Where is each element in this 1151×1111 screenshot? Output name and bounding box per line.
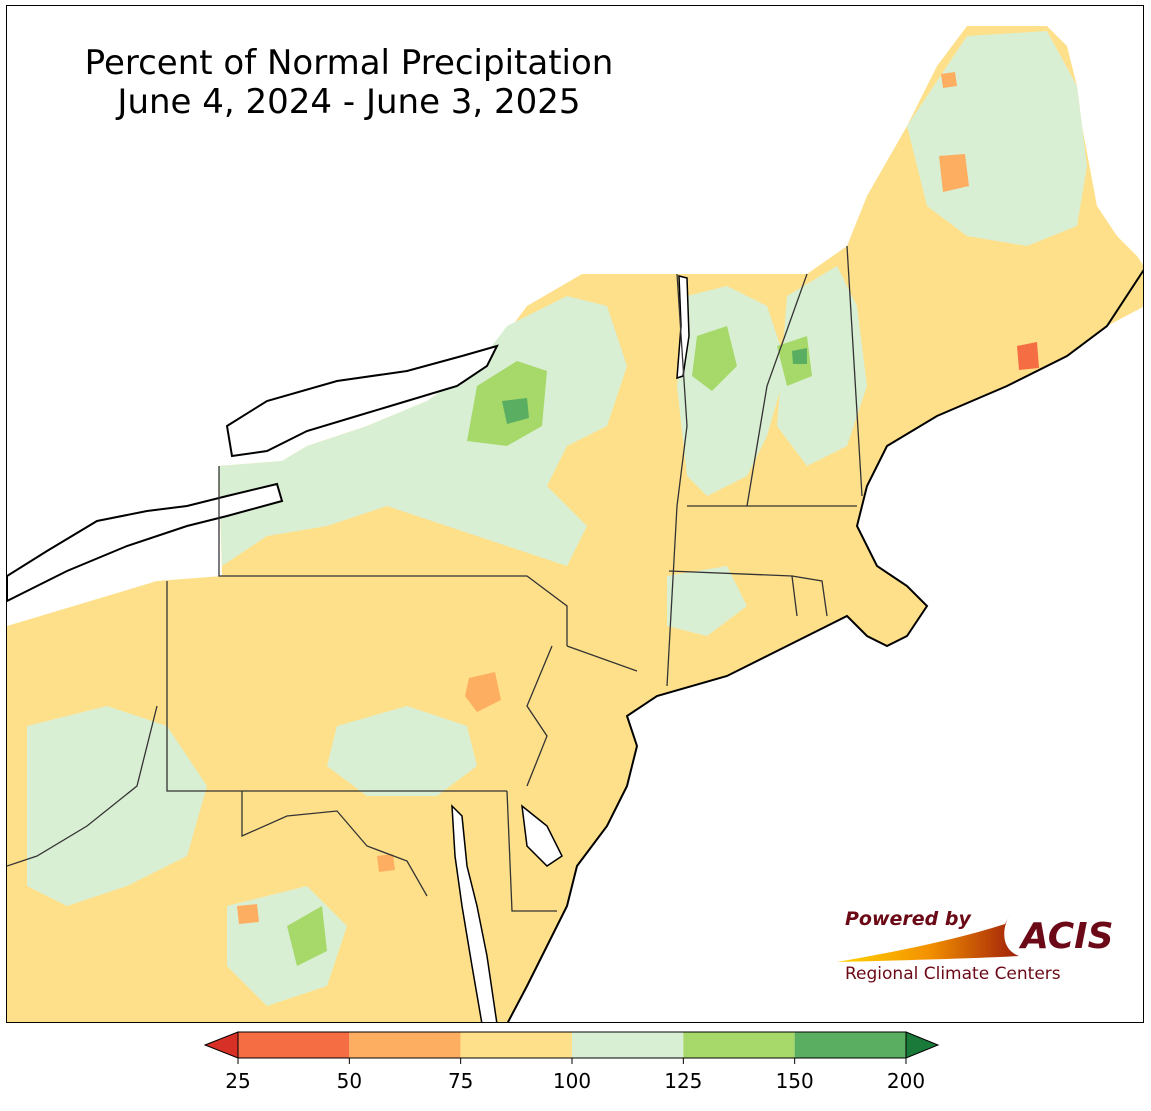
region-near-normal-pa-central — [327, 706, 477, 796]
map-panel: Percent of Normal Precipitation June 4, … — [6, 5, 1144, 1023]
region-near-normal-ct — [667, 566, 747, 636]
lake-erie — [7, 482, 284, 603]
colorbar-tick-label: 150 — [776, 1069, 814, 1093]
colorbar-bin — [794, 1032, 906, 1058]
colorbar-over-arrow — [905, 1031, 940, 1059]
region-near-normal-pa-west — [27, 706, 207, 906]
colorbar-under-arrow — [203, 1031, 239, 1059]
colorbar-tick-label: 200 — [887, 1069, 925, 1093]
acis-logo: Powered by ACIS Regional Climate Centers — [835, 904, 1125, 994]
atlantic-coastline — [506, 269, 1143, 1022]
region-below-normal-pa — [465, 672, 501, 712]
colorbar-tick-label: 100 — [553, 1069, 591, 1093]
colorbar-bin — [683, 1032, 795, 1058]
title-line-1: Percent of Normal Precipitation — [84, 43, 614, 83]
precipitation-map — [7, 26, 1143, 1022]
region-near-normal-nh — [777, 266, 867, 466]
colorbar-outline — [237, 1031, 907, 1059]
region-much-above-nh — [792, 348, 807, 364]
acis-subtitle: Regional Climate Centers — [845, 964, 1061, 984]
title-line-2: June 4, 2024 - June 3, 2025 — [117, 82, 581, 122]
acis-name: ACIS — [1021, 916, 1114, 957]
colorbar-bin — [572, 1032, 684, 1058]
chesapeake-bay — [451, 804, 498, 1022]
region-below-normal-me — [939, 154, 969, 192]
region-near-normal-ny — [219, 296, 627, 566]
delaware-bay — [521, 804, 563, 867]
colorbar-bin — [460, 1032, 572, 1058]
colorbar-tick-label: 75 — [448, 1069, 473, 1093]
colorbar-bin — [349, 1032, 461, 1058]
colorbar-ticks: 25 50 75 100 125 150 200 — [225, 1058, 925, 1093]
region-above-normal-vt — [692, 326, 737, 391]
region-above-normal-wv — [287, 906, 327, 966]
region-below-normal-md — [377, 854, 395, 872]
colorbar-bin — [238, 1032, 350, 1058]
acis-powered-by: Powered by — [845, 908, 971, 930]
region-below-normal-me-north — [941, 72, 957, 88]
lake-ontario — [225, 344, 499, 458]
region-below-normal-wv — [237, 904, 259, 924]
region-much-above-tug-hill — [502, 398, 529, 424]
map-title: Percent of Normal Precipitation June 4, … — [85, 44, 614, 122]
colorbar-tick-label: 50 — [337, 1069, 362, 1093]
colorbar-tick-label: 125 — [664, 1069, 702, 1093]
acis-swoosh-icon — [837, 914, 1019, 962]
colorbar-tick-label: 25 — [225, 1069, 250, 1093]
colorbar-bins — [238, 1032, 906, 1058]
region-below-normal-me-coast — [1017, 342, 1039, 370]
state-boundaries — [7, 245, 863, 912]
